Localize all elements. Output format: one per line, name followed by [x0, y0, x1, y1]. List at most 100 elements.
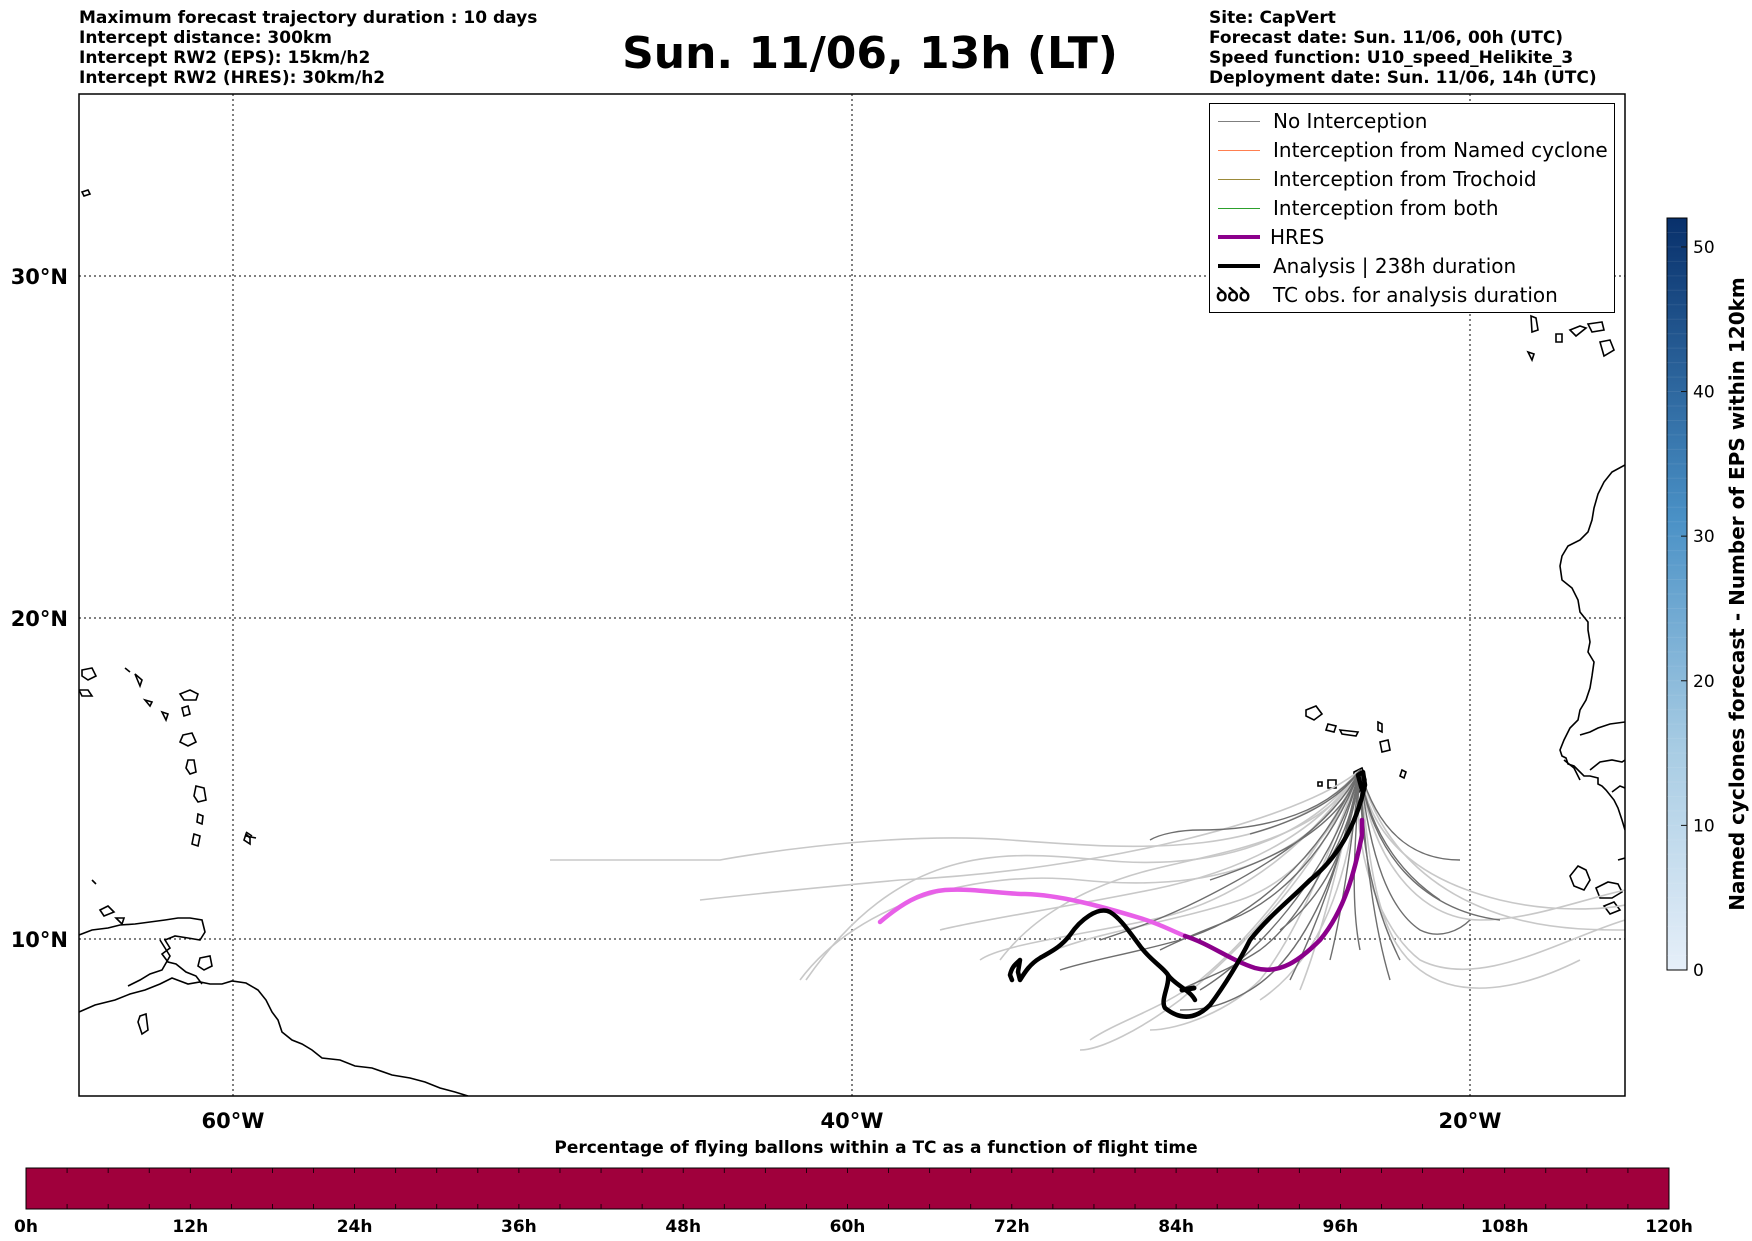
colorbar [1666, 217, 1688, 971]
legend-swatch-analysis [1218, 264, 1260, 268]
lat-tick-30n: 30°N [11, 265, 68, 289]
hres-trajectory [1182, 817, 1365, 972]
tc-obs-symbol-icon: ꝺꝺꝺ [1216, 284, 1251, 306]
legend-swatch-named-cyclone [1218, 150, 1260, 151]
island-canary-4 [1586, 321, 1605, 333]
legend-both: Interception from both [1210, 194, 1614, 223]
legend-label: No Interception [1273, 109, 1428, 133]
timeline-tick-label: 48h [665, 1217, 701, 1237]
legend-swatch-both [1218, 208, 1260, 209]
traj-dark-11 [1359, 769, 1461, 861]
timeline-tick-label: 60h [830, 1217, 866, 1237]
legend-analysis: Analysis | 238h duration [1210, 252, 1614, 281]
header-forecast-date: Forecast date: Sun. 11/06, 00h (UTC) [1209, 28, 1564, 48]
traj-light-14 [1359, 769, 1581, 989]
island-small-5 [124, 667, 131, 673]
island-sao-vicente [1324, 723, 1338, 733]
timeline-bar [25, 1167, 1670, 1210]
timeline-tick-label: 36h [501, 1217, 537, 1237]
coast-south-america [79, 977, 469, 1096]
island-small-1 [178, 689, 199, 701]
legend-named-cyclone: Interception from Named cyclone [1210, 136, 1614, 165]
coast-gulf [127, 939, 171, 987]
legend-swatch-no-interception [1218, 121, 1260, 122]
island-grenada [191, 832, 201, 848]
header-site: Site: CapVert [1209, 8, 1336, 28]
traj-light-10 [1059, 769, 1361, 949]
traj-dark-15 [1199, 769, 1361, 991]
lat-tick-20n: 20°N [11, 607, 68, 631]
island-guadeloupe [178, 732, 198, 747]
legend-label: TC obs. for analysis duration [1273, 283, 1558, 307]
island-small-8 [80, 189, 92, 197]
island-fogo [1327, 779, 1337, 789]
traj-dark-2 [1179, 769, 1361, 991]
coast-west-africa [1559, 464, 1625, 831]
colorbar-tick-label: 30 [1693, 527, 1715, 547]
island-small-12 [137, 1012, 149, 1036]
timeline-ticks: 0h 12h 24h 36h 48h 60h 72h 84h 96h 108h 120h [14, 1168, 1693, 1237]
traj-dark-3 [1329, 769, 1361, 961]
colorbar-tick-label: 10 [1693, 816, 1715, 836]
island-st-lucia [193, 785, 207, 803]
header-intercept-eps: Intercept RW2 (EPS): 15km/h2 [79, 48, 371, 68]
timeline-tick-label: 24h [337, 1217, 373, 1237]
traj-dark-10 [1359, 769, 1471, 935]
island-canary-5 [1598, 339, 1615, 358]
traj-light-6 [979, 769, 1361, 961]
legend-tc-obs: ꝺꝺꝺ TC obs. for analysis duration [1210, 281, 1614, 310]
island-small-3 [142, 698, 154, 708]
coast-africa-detail-7 [1602, 901, 1622, 915]
legend-label: HRES [1270, 225, 1325, 249]
island-canary-1 [1530, 314, 1539, 334]
island-sal [1377, 720, 1383, 734]
island-small-4 [134, 673, 143, 689]
header-max-duration: Maximum forecast trajectory duration : 1… [79, 8, 538, 28]
legend-label: Interception from Named cyclone [1273, 138, 1608, 162]
timeline-tick-label: 120h [1645, 1217, 1693, 1237]
timeline-tick-label: 72h [994, 1217, 1030, 1237]
traj-light-13 [1359, 769, 1625, 921]
timeline-tick-label: 108h [1481, 1217, 1529, 1237]
coast-africa-detail-6 [1594, 881, 1624, 899]
analysis-trajectory-tail [1179, 985, 1197, 993]
lon-tick-20w: 20°W [1439, 1109, 1502, 1133]
header-intercept-hres: Intercept RW2 (HRES): 30km/h2 [79, 68, 386, 88]
coastlines [79, 189, 1625, 1096]
island-canary-2 [1555, 333, 1563, 343]
timeline-tick-label: 96h [1323, 1217, 1359, 1237]
legend-swatch-hres [1218, 235, 1260, 239]
island-small-14 [245, 835, 257, 839]
island-martinique [185, 759, 197, 775]
island-small-11 [91, 879, 97, 885]
traj-dark-13 [1149, 769, 1361, 841]
page-title: Sun. 11/06, 13h (LT) [622, 28, 1118, 79]
coast-africa-detail-1 [1563, 759, 1581, 781]
coast-venezuela [79, 917, 206, 985]
header-deployment-date: Deployment date: Sun. 11/06, 14h (UTC) [1209, 68, 1597, 88]
colorbar-tick-label: 20 [1693, 672, 1715, 692]
legend-hres: HRES [1210, 223, 1614, 252]
legend-label: Analysis | 238h duration [1273, 254, 1517, 278]
traj-light-17 [999, 769, 1361, 961]
timeline-tick-label: 0h [14, 1217, 38, 1237]
colorbar-tick-label: 40 [1693, 383, 1715, 403]
island-leeward [181, 704, 191, 718]
island-brava [1317, 781, 1323, 787]
island-small-10 [114, 917, 126, 926]
coast-africa-detail-4 [1611, 785, 1625, 793]
island-canary-6 [1526, 350, 1536, 363]
colorbar-label: Named cyclones forecast - Number of EPS … [1725, 277, 1749, 911]
coast-africa-detail-3 [1589, 759, 1625, 771]
island-canary-3 [1568, 325, 1588, 338]
colorbar-tick-label: 0 [1693, 961, 1704, 981]
island-small-9 [98, 905, 116, 917]
header-speed-function: Speed function: U10_speed_Helikite_3 [1209, 48, 1574, 68]
traj-dark-12 [1249, 769, 1361, 835]
header-left: Maximum forecast trajectory duration : 1… [79, 8, 537, 88]
island-boa-vista [1379, 739, 1391, 753]
traj-light-12 [1359, 769, 1625, 910]
lon-tick-60w: 60°W [202, 1109, 265, 1133]
map-frame [78, 93, 1626, 1097]
lat-tick-10n: 10°N [11, 928, 68, 952]
